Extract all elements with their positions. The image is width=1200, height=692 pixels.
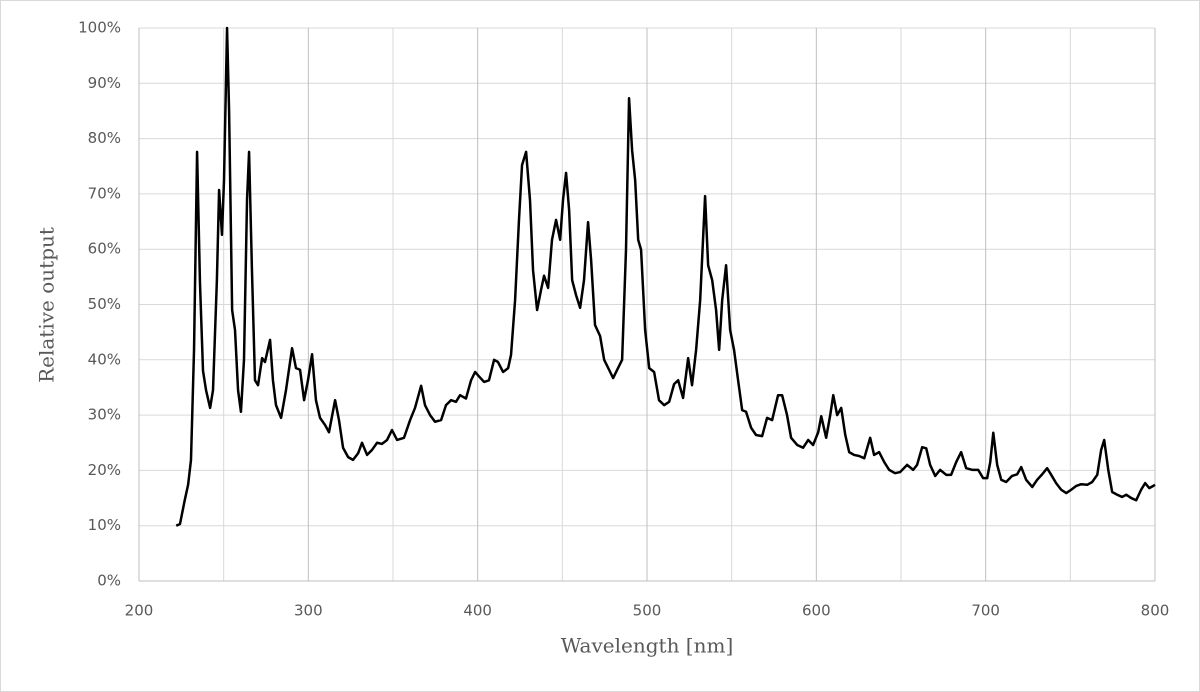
x-tick-label: 300 bbox=[294, 602, 323, 620]
x-tick-label: 400 bbox=[463, 602, 492, 620]
y-tick-label: 80% bbox=[88, 129, 121, 147]
y-tick-label: 50% bbox=[88, 295, 121, 313]
y-tick-label: 70% bbox=[88, 184, 121, 202]
x-tick-label: 600 bbox=[802, 602, 831, 620]
y-tick-label: 90% bbox=[88, 74, 121, 92]
y-tick-label: 20% bbox=[88, 461, 121, 479]
y-tick-label: 30% bbox=[88, 406, 121, 424]
x-tick-label: 500 bbox=[633, 602, 662, 620]
y-tick-label: 10% bbox=[88, 516, 121, 534]
y-tick-label: 40% bbox=[88, 350, 121, 368]
x-tick-label: 800 bbox=[1141, 602, 1170, 620]
y-tick-label: 60% bbox=[88, 240, 121, 258]
x-axis-title: Wavelength [nm] bbox=[561, 634, 734, 658]
y-axis-title: Relative output bbox=[35, 227, 59, 383]
spectrum-line bbox=[175, 26, 1156, 527]
y-tick-label: 100% bbox=[78, 19, 121, 37]
x-tick-label: 200 bbox=[125, 602, 154, 620]
y-tick-label: 0% bbox=[97, 572, 121, 590]
x-tick-label: 700 bbox=[971, 602, 1000, 620]
